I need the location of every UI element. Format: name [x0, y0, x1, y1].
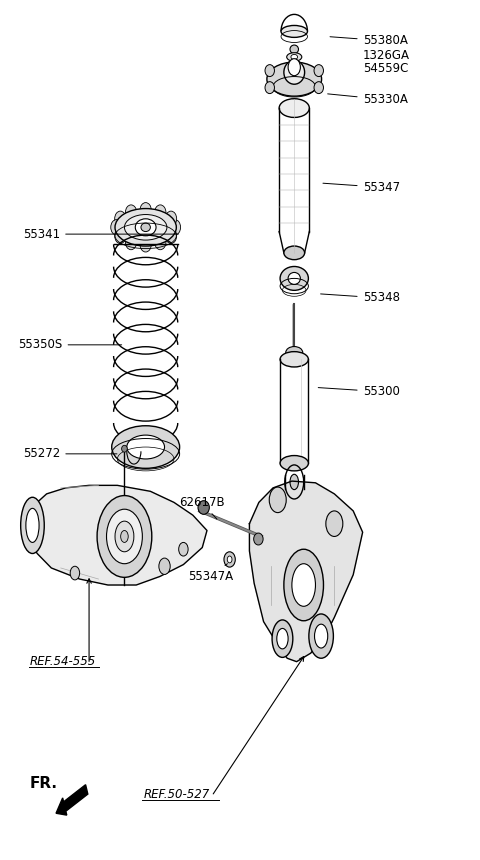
Polygon shape — [250, 481, 362, 661]
Text: 54559C: 54559C — [362, 62, 408, 75]
Ellipse shape — [97, 495, 152, 577]
Ellipse shape — [141, 223, 150, 231]
Ellipse shape — [140, 237, 151, 252]
Ellipse shape — [281, 26, 308, 37]
Ellipse shape — [314, 624, 328, 648]
Ellipse shape — [279, 99, 309, 118]
Text: REF.50-527: REF.50-527 — [144, 788, 210, 801]
Ellipse shape — [140, 203, 151, 218]
Ellipse shape — [127, 435, 165, 459]
Text: 62617B: 62617B — [179, 496, 224, 519]
Ellipse shape — [309, 614, 334, 658]
Ellipse shape — [326, 511, 343, 537]
Ellipse shape — [21, 497, 44, 554]
Ellipse shape — [124, 214, 167, 240]
Ellipse shape — [280, 352, 308, 367]
Ellipse shape — [284, 60, 305, 84]
Text: 55341: 55341 — [23, 228, 178, 241]
Ellipse shape — [155, 235, 166, 249]
Ellipse shape — [227, 556, 232, 562]
Ellipse shape — [121, 445, 127, 452]
Text: REF.54-555: REF.54-555 — [30, 655, 96, 668]
Ellipse shape — [280, 456, 308, 471]
Ellipse shape — [224, 552, 235, 567]
Polygon shape — [23, 485, 207, 585]
Ellipse shape — [292, 563, 315, 606]
Ellipse shape — [286, 347, 303, 359]
Ellipse shape — [290, 474, 299, 489]
Ellipse shape — [125, 205, 137, 220]
Ellipse shape — [265, 64, 275, 77]
Ellipse shape — [165, 211, 177, 226]
Ellipse shape — [159, 558, 170, 574]
Text: 55272: 55272 — [23, 447, 117, 460]
FancyArrow shape — [56, 784, 88, 815]
Ellipse shape — [291, 54, 298, 59]
Ellipse shape — [314, 64, 324, 77]
Text: 1326GA: 1326GA — [362, 49, 409, 62]
Ellipse shape — [179, 543, 188, 556]
Ellipse shape — [284, 246, 305, 260]
Ellipse shape — [287, 52, 302, 61]
Ellipse shape — [120, 531, 128, 543]
Ellipse shape — [112, 426, 180, 469]
Text: FR.: FR. — [30, 776, 58, 791]
Ellipse shape — [135, 218, 156, 236]
Ellipse shape — [280, 267, 308, 291]
Ellipse shape — [111, 219, 122, 235]
Ellipse shape — [169, 219, 180, 235]
Ellipse shape — [288, 58, 300, 76]
Ellipse shape — [272, 620, 293, 657]
Ellipse shape — [125, 235, 137, 249]
Text: 55330A: 55330A — [328, 93, 408, 106]
Ellipse shape — [26, 508, 39, 543]
Ellipse shape — [290, 45, 299, 53]
Ellipse shape — [115, 209, 176, 246]
Ellipse shape — [165, 228, 177, 243]
Text: 55348: 55348 — [321, 292, 400, 304]
Ellipse shape — [70, 566, 80, 580]
Ellipse shape — [314, 82, 324, 94]
Ellipse shape — [253, 533, 263, 545]
Ellipse shape — [115, 211, 126, 226]
Ellipse shape — [288, 273, 300, 285]
Ellipse shape — [277, 629, 288, 649]
Ellipse shape — [269, 487, 286, 513]
Ellipse shape — [107, 509, 143, 563]
Text: 55350S: 55350S — [18, 338, 121, 352]
Ellipse shape — [155, 205, 166, 220]
Ellipse shape — [115, 521, 134, 552]
Ellipse shape — [265, 82, 275, 94]
Text: 55347A: 55347A — [188, 563, 233, 583]
Ellipse shape — [115, 228, 126, 243]
Ellipse shape — [267, 62, 322, 96]
Ellipse shape — [284, 550, 324, 621]
Ellipse shape — [198, 501, 209, 514]
Text: 55380A: 55380A — [330, 34, 408, 47]
Text: 55300: 55300 — [318, 385, 399, 398]
Text: 55347: 55347 — [323, 181, 400, 194]
